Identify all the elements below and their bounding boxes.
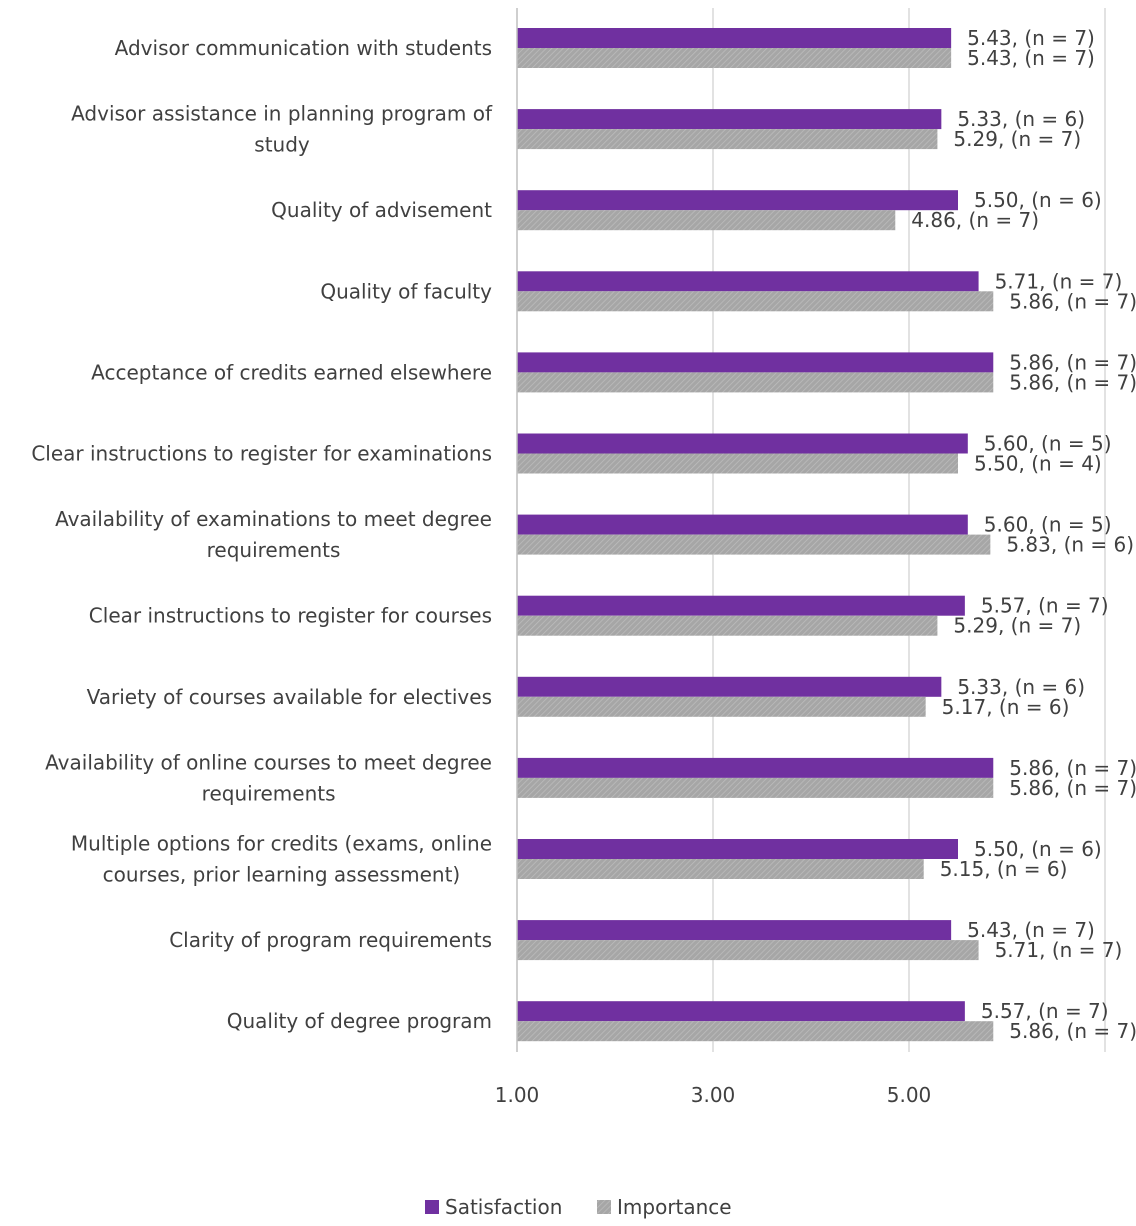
bars — [517, 28, 994, 1042]
satisfaction-bar — [517, 676, 942, 697]
satisfaction-bar — [517, 433, 968, 454]
importance-value-label: 5.71, (n = 7) — [995, 938, 1123, 962]
category-label: Clear instructions to register for cours… — [89, 604, 492, 628]
category-label: study — [254, 133, 310, 157]
importance-bar — [517, 534, 991, 555]
axes: 1.00 3.00 5.00 — [495, 8, 932, 1107]
x-tick-label: 5.00 — [887, 1083, 932, 1107]
satisfaction-bar — [517, 190, 958, 211]
x-tick-label: 3.00 — [691, 1083, 736, 1107]
satisfaction-value-label: 5.33, (n = 6) — [957, 107, 1085, 131]
importance-bar — [517, 291, 994, 312]
satisfaction-value-label: 5.86, (n = 7) — [1009, 350, 1136, 374]
data-labels: 5.43, (n = 7)5.43, (n = 7)5.33, (n = 6)5… — [911, 26, 1136, 1043]
importance-bar — [517, 1021, 994, 1042]
importance-bar — [517, 777, 994, 798]
satisfaction-bar — [517, 757, 994, 778]
category-label: Availability of examinations to meet deg… — [55, 507, 492, 531]
legend-label-importance: Importance — [617, 1195, 732, 1219]
category-label: Quality of degree program — [227, 1009, 492, 1033]
importance-value-label: 5.86, (n = 7) — [1009, 289, 1136, 313]
category-label: Advisor communication with students — [115, 36, 492, 60]
importance-value-label: 5.29, (n = 7) — [953, 614, 1081, 638]
importance-value-label: 5.86, (n = 7) — [1009, 776, 1136, 800]
satisfaction-value-label: 5.57, (n = 7) — [981, 999, 1109, 1023]
importance-value-label: 5.17, (n = 6) — [942, 695, 1070, 719]
legend-label-satisfaction: Satisfaction — [445, 1195, 562, 1219]
category-label: Quality of faculty — [320, 279, 492, 303]
satisfaction-bar — [517, 1001, 965, 1022]
importance-bar — [517, 129, 938, 150]
category-label: Advisor assistance in planning program o… — [71, 102, 493, 126]
satisfaction-bar — [517, 595, 965, 616]
satisfaction-value-label: 5.60, (n = 5) — [984, 513, 1112, 537]
importance-value-label: 5.43, (n = 7) — [967, 46, 1095, 70]
importance-bar — [517, 453, 958, 474]
importance-value-label: 5.86, (n = 7) — [1009, 370, 1136, 394]
importance-bar — [517, 696, 926, 717]
importance-value-label: 5.15, (n = 6) — [940, 857, 1068, 881]
category-label: requirements — [207, 538, 341, 562]
satisfaction-bar — [517, 28, 952, 48]
satisfaction-value-label: 5.60, (n = 5) — [984, 432, 1112, 456]
satisfaction-value-label: 5.43, (n = 7) — [967, 26, 1095, 50]
category-label: requirements — [202, 781, 336, 805]
legend-swatch-importance — [597, 1200, 611, 1214]
satisfaction-value-label: 5.33, (n = 6) — [957, 675, 1085, 699]
legend: Satisfaction Importance — [425, 1195, 732, 1219]
importance-bar — [517, 48, 952, 68]
importance-bar — [517, 372, 994, 393]
importance-value-label: 5.83, (n = 6) — [1006, 533, 1134, 557]
satisfaction-value-label: 5.71, (n = 7) — [995, 269, 1123, 293]
category-label: courses, prior learning assessment) — [103, 863, 461, 887]
x-tick-label: 1.00 — [495, 1083, 540, 1107]
importance-value-label: 5.50, (n = 4) — [974, 452, 1102, 476]
satisfaction-value-label: 5.50, (n = 6) — [974, 837, 1102, 861]
importance-bar — [517, 940, 979, 961]
importance-bar — [517, 615, 938, 636]
satisfaction-value-label: 5.86, (n = 7) — [1009, 756, 1136, 780]
category-label: Variety of courses available for electiv… — [87, 685, 492, 709]
satisfaction-bar — [517, 839, 958, 859]
category-label: Acceptance of credits earned elsewhere — [91, 360, 492, 384]
category-label: Clarity of program requirements — [169, 928, 492, 952]
legend-swatch-satisfaction — [425, 1200, 439, 1214]
satisfaction-value-label: 5.57, (n = 7) — [981, 594, 1109, 618]
satisfaction-bar — [517, 514, 968, 535]
importance-value-label: 5.86, (n = 7) — [1009, 1019, 1136, 1043]
satisfaction-bar — [517, 352, 994, 373]
satisfaction-value-label: 5.43, (n = 7) — [967, 918, 1095, 942]
importance-value-label: 5.29, (n = 7) — [953, 127, 1081, 151]
importance-bar — [517, 210, 896, 231]
category-label: Multiple options for credits (exams, onl… — [71, 832, 492, 856]
satisfaction-value-label: 5.50, (n = 6) — [974, 188, 1102, 212]
satisfaction-bar — [517, 109, 942, 130]
category-labels: Advisor communication with students Advis… — [31, 36, 493, 1033]
category-label: Availability of online courses to meet d… — [45, 750, 492, 774]
satisfaction-bar — [517, 920, 952, 941]
satisfaction-bar — [517, 271, 979, 292]
category-label: Clear instructions to register for exami… — [31, 442, 492, 466]
importance-bar — [517, 859, 924, 879]
category-label: Quality of advisement — [271, 198, 492, 222]
importance-value-label: 4.86, (n = 7) — [911, 208, 1039, 232]
